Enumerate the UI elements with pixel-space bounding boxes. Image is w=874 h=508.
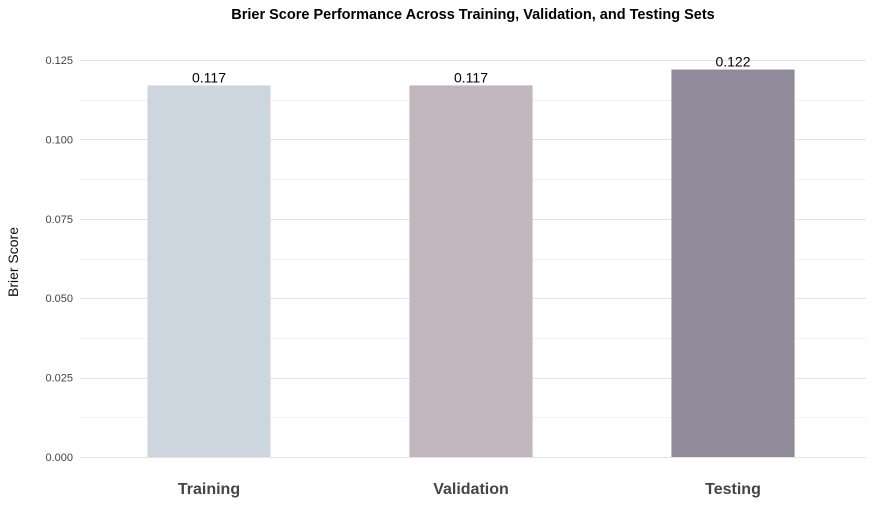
x-tick-label: Validation	[433, 481, 509, 498]
bar-value-label: 0.117	[454, 69, 488, 85]
bar-training	[147, 85, 271, 458]
y-tick-label: 0.000	[45, 452, 73, 464]
y-tick-label: 0.100	[45, 134, 73, 146]
bars	[147, 69, 795, 458]
y-axis-label: Brier Score	[5, 227, 21, 297]
x-axis-ticks: Training Validation Testing	[178, 481, 761, 498]
value-labels: 0.117 0.117 0.122	[192, 54, 751, 86]
y-tick-label: 0.075	[45, 214, 73, 226]
chart-title: Brier Score Performance Across Training,…	[231, 7, 714, 23]
bar-value-label: 0.117	[192, 69, 226, 85]
y-tick-label: 0.025	[45, 373, 73, 385]
bar-value-label: 0.122	[715, 54, 750, 70]
x-tick-label: Training	[178, 481, 240, 498]
y-tick-label: 0.050	[45, 293, 73, 305]
bar-testing	[671, 69, 795, 457]
y-tick-label: 0.125	[45, 55, 73, 67]
y-axis-ticks: 0.000 0.025 0.050 0.075 0.100 0.125	[45, 55, 73, 464]
x-tick-label: Testing	[705, 481, 761, 498]
bar-validation	[409, 85, 533, 458]
